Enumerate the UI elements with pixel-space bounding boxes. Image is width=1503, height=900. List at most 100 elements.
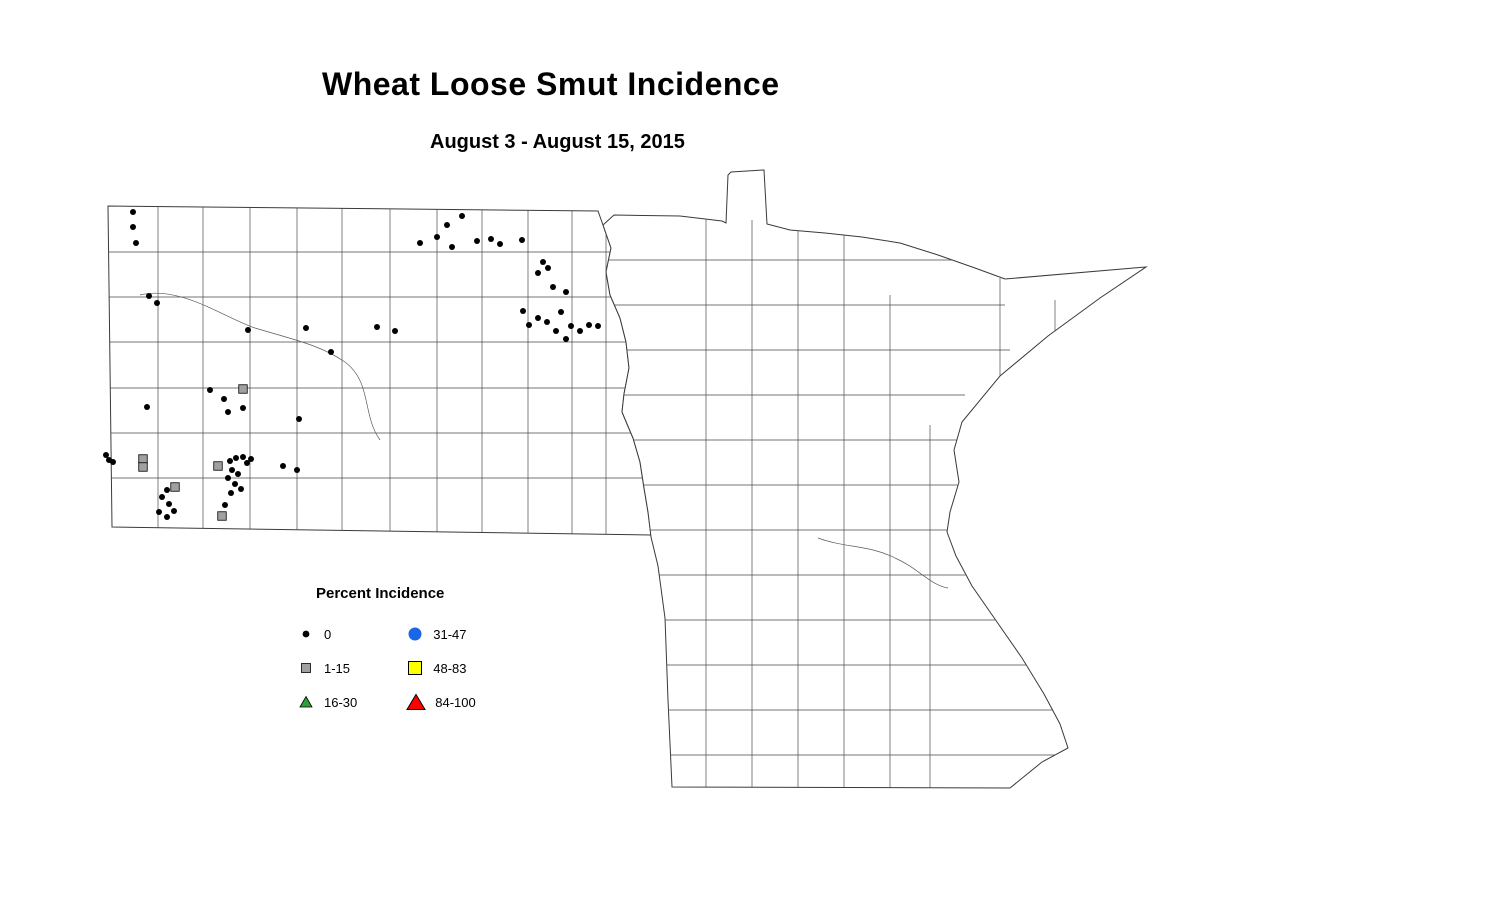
map-point-0: [444, 222, 450, 228]
map-point-0: [227, 458, 233, 464]
legend-item: 48-83: [405, 658, 475, 678]
map-point-0: [222, 502, 228, 508]
map-point-1-15: [138, 454, 148, 464]
legend: Percent Incidence 0 1-15: [296, 585, 536, 712]
map-point-0: [232, 481, 238, 487]
map-point-0: [133, 240, 139, 246]
map-point-1-15: [170, 482, 180, 492]
circle-symbol-icon: [408, 627, 422, 641]
map-point-0: [156, 509, 162, 515]
map-point-0: [474, 238, 480, 244]
north-dakota-outline: [107, 205, 652, 536]
legend-item: 31-47: [405, 624, 475, 644]
map-point-0: [154, 300, 160, 306]
map-point-0: [248, 456, 254, 462]
map-point-0: [535, 315, 541, 321]
map-point-0: [240, 454, 246, 460]
map-point-0: [488, 236, 494, 242]
map-point-0: [519, 237, 525, 243]
minnesota-outline: [602, 169, 1148, 789]
map-point-0: [540, 259, 546, 265]
map-point-0: [586, 322, 592, 328]
map-point-0: [558, 309, 564, 315]
triangle-symbol-icon: [406, 693, 427, 710]
legend-item: 84-100: [405, 692, 476, 712]
legend-item-label: 16-30: [324, 694, 358, 710]
map-point-0: [545, 265, 551, 271]
map-point-0: [497, 241, 503, 247]
map-point-0: [238, 486, 244, 492]
map-point-0: [225, 409, 231, 415]
page-subtitle: August 3 - August 15, 2015: [430, 131, 685, 153]
map-point-0: [563, 336, 569, 342]
map-point-0: [577, 328, 583, 334]
map-point-1-15: [217, 511, 227, 521]
map-point-0: [146, 293, 152, 299]
river-boundary: [817, 537, 949, 589]
map-point-0: [595, 323, 601, 329]
map-point-0: [221, 396, 227, 402]
legend-item-label: 31-47: [433, 626, 467, 642]
map-point-0: [563, 289, 569, 295]
map-point-1-15: [238, 384, 248, 394]
legend-item: 16-30: [296, 692, 357, 712]
map-point-0: [328, 349, 334, 355]
map-point-0: [526, 322, 532, 328]
map-point-0: [225, 475, 231, 481]
map-point-0: [240, 405, 246, 411]
map-point-0: [110, 459, 116, 465]
dot-symbol-icon: [302, 630, 310, 638]
map-point-0: [229, 467, 235, 473]
map-point-0: [434, 234, 440, 240]
map-point-0: [296, 416, 302, 422]
map-point-0: [233, 455, 239, 461]
map-point-0: [417, 240, 423, 246]
map-point-0: [544, 319, 550, 325]
legend-item-label: 0: [324, 626, 332, 642]
minnesota-county-lines: [603, 170, 1146, 788]
map-point-0: [392, 328, 398, 334]
map-point-0: [164, 514, 170, 520]
incidence-points-layer: [103, 209, 601, 521]
map-point-0: [449, 244, 455, 250]
legend-item: 0: [296, 624, 357, 644]
legend-item-label: 48-83: [433, 660, 467, 676]
map-point-0: [235, 471, 241, 477]
map-point-0: [303, 325, 309, 331]
map-point-0: [144, 404, 150, 410]
map-point-0: [550, 284, 556, 290]
legend-item: 1-15: [296, 658, 357, 678]
map-point-0: [568, 323, 574, 329]
square-symbol-icon: [301, 663, 311, 673]
river-boundary: [139, 292, 381, 441]
page-title: Wheat Loose Smut Incidence: [322, 66, 780, 102]
map-point-0: [159, 494, 165, 500]
triangle-symbol-icon: [299, 695, 313, 708]
map-point-0: [294, 467, 300, 473]
north-dakota-county-lines: [108, 206, 651, 535]
map-point-0: [535, 270, 541, 276]
map-point-0: [171, 508, 177, 514]
map-point-0: [244, 460, 250, 466]
map-point-1-15: [213, 461, 223, 471]
square-symbol-icon: [408, 661, 423, 675]
map-point-0: [520, 308, 526, 314]
map-point-0: [228, 490, 234, 496]
map-point-0: [553, 328, 559, 334]
map-point-0: [130, 209, 136, 215]
map-point-0: [166, 501, 172, 507]
map-point-0: [459, 213, 465, 219]
map-point-0: [280, 463, 286, 469]
legend-item-label: 1-15: [324, 660, 351, 676]
map-point-0: [164, 487, 170, 493]
map-point-1-15: [138, 462, 148, 472]
map-point-0: [130, 224, 136, 230]
map-point-0: [207, 387, 213, 393]
map-point-0: [374, 324, 380, 330]
map-point-0: [103, 452, 109, 458]
legend-item-label: 84-100: [435, 694, 476, 710]
legend-title: Percent Incidence: [316, 585, 445, 602]
map-point-0: [245, 327, 251, 333]
